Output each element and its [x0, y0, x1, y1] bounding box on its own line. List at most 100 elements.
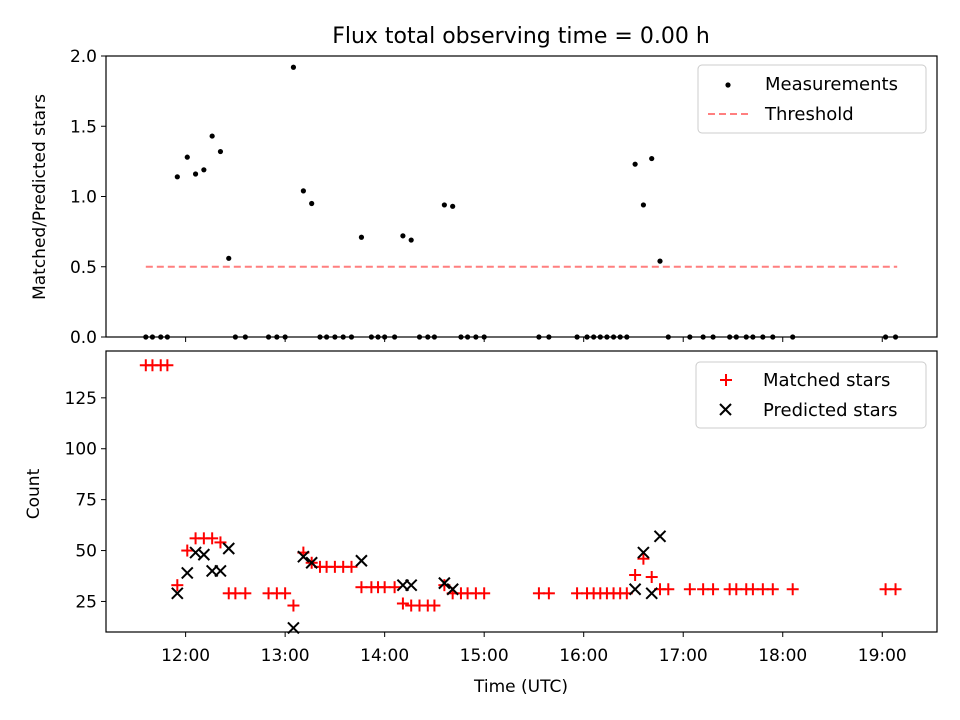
predicted-star-marker	[645, 587, 658, 600]
predicted-stars-legend-marker	[719, 403, 732, 416]
measurement-point	[649, 155, 655, 162]
predicted-star-stroke-b	[305, 556, 318, 569]
matched-star-marker	[645, 571, 658, 584]
matched-star-marker	[171, 579, 184, 592]
measurement-point	[400, 233, 406, 239]
measurement-point	[450, 203, 456, 209]
predicted-star-marker	[355, 554, 368, 567]
predicted-star-marker	[214, 564, 227, 578]
bottom-x-tick-label: 12:00	[161, 646, 210, 666]
predicted-star-stroke-b	[404, 578, 418, 592]
top-legend: Measurements Threshold	[697, 64, 927, 134]
predicted-star-stroke-b	[645, 587, 658, 600]
predicted-star-marker	[637, 546, 650, 559]
measurement-point	[290, 64, 297, 70]
matched-star-marker	[542, 587, 555, 600]
matched-star-marker	[766, 583, 779, 596]
matched-star-marker	[707, 583, 720, 596]
predicted-star-stroke-b	[197, 548, 211, 561]
matched-star-marker	[396, 597, 409, 610]
bottom-x-tick-label: 15:00	[460, 646, 509, 666]
measurement-point	[408, 237, 414, 243]
matched-star-marker	[637, 552, 650, 565]
measurement-point	[309, 200, 315, 207]
matched-star-marker	[345, 560, 358, 573]
matched-star-marker	[662, 583, 675, 596]
predicted-star-stroke-b	[637, 546, 650, 559]
predicted-star-marker	[438, 576, 451, 590]
bottom-x-tick-label: 13:00	[261, 646, 310, 666]
matched-star-marker	[889, 583, 902, 596]
measurement-point	[184, 154, 190, 160]
predicted-star-stroke-b	[438, 576, 451, 590]
bottom-axes-frame	[105, 350, 938, 633]
top-y-tick-label: 2.0	[70, 47, 97, 67]
matched-star-marker	[239, 587, 252, 600]
predicted-star-stroke-b	[653, 530, 667, 543]
predicted-star-marker	[653, 530, 667, 543]
bottom-plot-area: 25 50 75 100 125 12:00 13:00 14:00 15:00 16:00 17:…	[65, 350, 938, 666]
measurements-legend-label: Measurements	[765, 74, 898, 95]
bottom-y-tick-label: 25	[75, 592, 97, 612]
bottom-legend-frame	[695, 361, 927, 429]
top-y-tick-label: 1.5	[70, 117, 97, 137]
predicted-stars-legend-label: Predicted stars	[763, 400, 897, 421]
matched-star-marker	[161, 359, 174, 372]
measurement-point	[657, 258, 663, 264]
matched-star-marker	[478, 587, 491, 600]
predicted-star-marker	[197, 548, 211, 561]
top-y-tick-label: 0.5	[70, 258, 97, 278]
matched-star-marker	[629, 568, 642, 581]
top-legend-frame	[697, 64, 927, 134]
top-y-axis-label: Matched/Predicted stars	[30, 94, 50, 300]
top-plot-area: 0.0 0.5 1.0 1.5 2.0	[70, 47, 938, 348]
measurement-point	[174, 174, 180, 180]
bottom-y-tick-label: 125	[65, 389, 97, 409]
bottom-legend: Matched stars Predicted stars	[695, 361, 927, 429]
matched-star-marker	[683, 583, 696, 596]
predicted-star-stroke-b	[628, 583, 642, 596]
bottom-y-tick-label: 75	[75, 491, 97, 511]
predicted-star-marker	[628, 583, 642, 596]
predicted-star-marker	[404, 578, 418, 592]
predicted-star-stroke-b	[181, 566, 194, 580]
predicted-star-stroke-b	[171, 587, 184, 600]
measurement-point	[201, 167, 207, 173]
matched-star-marker	[214, 536, 227, 549]
bottom-x-tick-label: 14:00	[360, 646, 409, 666]
predicted-star-marker	[222, 542, 235, 555]
predicted-star-marker	[446, 583, 459, 596]
predicted-star-stroke-b	[214, 564, 227, 578]
measurements-legend-marker	[725, 82, 731, 88]
matched-star-marker	[388, 581, 401, 594]
predicted-star-marker	[305, 556, 318, 569]
bottom-y-tick-label: 50	[75, 542, 97, 562]
measurement-point	[226, 255, 232, 261]
predicted-star-marker	[297, 550, 310, 563]
measurement-point	[632, 161, 638, 167]
measurement-point	[300, 188, 306, 194]
matched-star-marker	[279, 587, 292, 600]
predicted-star-stroke-b	[297, 550, 310, 563]
matched-star-marker	[428, 599, 441, 612]
threshold-legend-label: Threshold	[764, 104, 854, 125]
top-y-tick-label: 0.0	[70, 328, 97, 348]
bottom-y-axis-label: Count	[24, 468, 44, 519]
measurement-point	[640, 202, 647, 208]
x-axis-label: Time (UTC)	[473, 677, 568, 697]
bottom-x-tick-label: 18:00	[758, 646, 807, 666]
bottom-x-tick-label: 17:00	[659, 646, 708, 666]
top-chart-title: Flux total observing time = 0.00 h	[332, 24, 710, 49]
predicted-star-stroke-b	[222, 542, 235, 555]
top-panel: Flux total observing time = 0.00 h 0.0 0.…	[30, 24, 938, 348]
matched-stars-legend-marker	[720, 374, 732, 386]
matched-star-marker	[181, 544, 194, 557]
predicted-star-stroke-b	[355, 554, 368, 567]
measurement-point	[209, 133, 215, 139]
bottom-panel: 25 50 75 100 125 12:00 13:00 14:00 15:00 16:00 17:…	[24, 350, 938, 697]
bottom-y-tick-label: 100	[65, 440, 97, 460]
top-axes-frame	[105, 55, 938, 338]
predicted-star-stroke-b	[446, 583, 459, 596]
bottom-x-tick-label: 19:00	[858, 646, 907, 666]
